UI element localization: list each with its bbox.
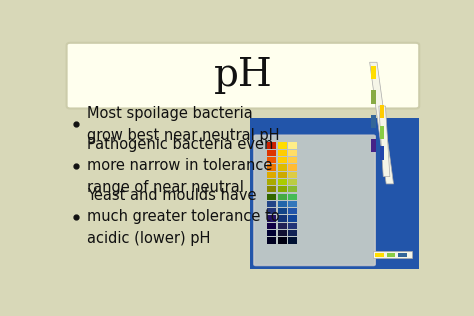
Bar xyxy=(278,237,287,244)
Bar xyxy=(278,179,287,185)
Bar xyxy=(288,223,297,229)
Bar xyxy=(278,230,287,236)
Bar xyxy=(278,208,287,214)
Bar xyxy=(288,201,297,207)
FancyBboxPatch shape xyxy=(66,43,419,108)
Bar xyxy=(387,253,395,257)
Bar xyxy=(267,193,275,200)
Bar xyxy=(288,230,297,236)
Bar xyxy=(267,216,275,222)
Bar xyxy=(380,146,384,160)
Bar xyxy=(288,143,297,149)
Bar xyxy=(278,201,287,207)
Bar xyxy=(371,66,375,79)
Bar xyxy=(267,223,275,229)
Bar xyxy=(375,253,384,257)
Text: Yeast and moulds have
much greater tolerance to
acidic (lower) pH: Yeast and moulds have much greater toler… xyxy=(87,188,280,246)
Bar xyxy=(278,157,287,163)
Bar xyxy=(278,164,287,171)
Bar xyxy=(267,201,275,207)
Bar xyxy=(288,186,297,192)
Bar xyxy=(278,186,287,192)
Bar xyxy=(267,186,275,192)
Bar xyxy=(371,90,375,104)
Bar xyxy=(278,150,287,156)
Bar xyxy=(288,216,297,222)
Text: pH: pH xyxy=(214,57,272,94)
Bar xyxy=(374,251,412,258)
Bar xyxy=(267,150,275,156)
Bar xyxy=(288,237,297,244)
Bar xyxy=(371,139,375,152)
Polygon shape xyxy=(379,106,390,177)
Polygon shape xyxy=(370,62,393,184)
Bar xyxy=(288,208,297,214)
Bar xyxy=(288,164,297,171)
Bar xyxy=(278,172,287,178)
Bar xyxy=(380,105,384,118)
FancyBboxPatch shape xyxy=(254,135,375,265)
Bar xyxy=(278,193,287,200)
Bar xyxy=(267,172,275,178)
Text: Most spoilage bacteria
grow best near neutral pH: Most spoilage bacteria grow best near ne… xyxy=(87,106,279,143)
Bar xyxy=(288,179,297,185)
Bar xyxy=(278,223,287,229)
Text: Pathogenic bacteria even
more narrow in tolerance
range of near neutral: Pathogenic bacteria even more narrow in … xyxy=(87,137,273,195)
Bar xyxy=(288,193,297,200)
Bar xyxy=(371,115,375,128)
Bar xyxy=(267,164,275,171)
Bar xyxy=(267,237,275,244)
Bar xyxy=(267,179,275,185)
Bar xyxy=(288,150,297,156)
Bar xyxy=(278,143,287,149)
Bar xyxy=(288,157,297,163)
Bar xyxy=(278,216,287,222)
Bar xyxy=(267,230,275,236)
Bar xyxy=(250,118,419,269)
Bar xyxy=(267,157,275,163)
Bar xyxy=(398,253,407,257)
Bar xyxy=(288,172,297,178)
Bar xyxy=(380,125,384,139)
Bar xyxy=(267,143,275,149)
Bar xyxy=(267,208,275,214)
